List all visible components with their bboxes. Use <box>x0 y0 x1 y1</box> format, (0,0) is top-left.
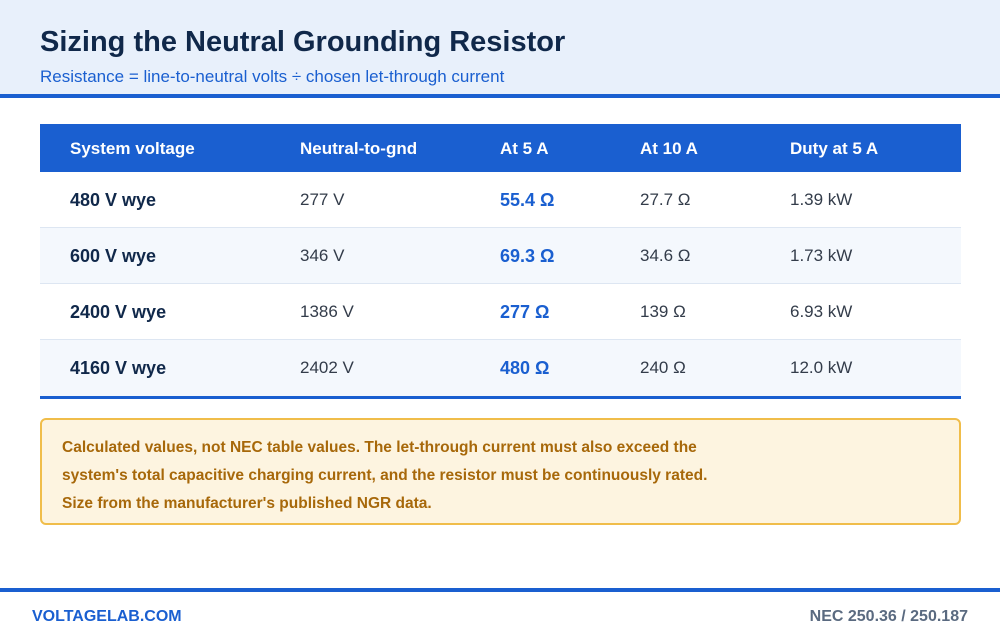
cell-duty-at-5a: 1.39 kW <box>790 190 853 209</box>
column-header-system-voltage: System voltage <box>70 139 195 158</box>
cell-at-10a: 34.6 Ω <box>640 246 691 265</box>
column-header-at-10a: At 10 A <box>640 139 698 158</box>
cell-duty-at-5a: 1.73 kW <box>790 246 853 265</box>
cell-neutral-to-gnd: 1386 V <box>300 302 354 321</box>
caution-note: Calculated values, not NEC table values.… <box>40 418 961 525</box>
cell-neutral-to-gnd: 346 V <box>300 246 345 265</box>
resistor-sizing-table: System voltage Neutral-to-gnd At 5 A At … <box>40 124 961 399</box>
cell-at-5a: 55.4 Ω <box>500 190 555 210</box>
cell-at-5a: 277 Ω <box>500 302 550 322</box>
page-header: Sizing the Neutral Grounding Resistor Re… <box>0 0 1000 98</box>
cell-system-voltage: 4160 V wye <box>70 358 167 378</box>
cell-neutral-to-gnd: 277 V <box>300 190 345 209</box>
cell-system-voltage: 600 V wye <box>70 246 157 266</box>
cell-at-10a: 139 Ω <box>640 302 686 321</box>
table-row: 600 V wye 346 V 69.3 Ω 34.6 Ω 1.73 kW <box>40 228 961 284</box>
page-subtitle: Resistance = line-to-neutral volts ÷ cho… <box>40 67 505 86</box>
cell-duty-at-5a: 12.0 kW <box>790 358 853 377</box>
page-footer: VOLTAGELAB.COM NEC 250.36 / 250.187 <box>0 588 1000 640</box>
column-header-at-5a: At 5 A <box>500 139 549 158</box>
caution-note-text: Calculated values, not NEC table values.… <box>62 439 708 512</box>
table-header-row: System voltage Neutral-to-gnd At 5 A At … <box>40 124 961 172</box>
table-row: 2400 V wye 1386 V 277 Ω 139 Ω 6.93 kW <box>40 284 961 340</box>
cell-system-voltage: 2400 V wye <box>70 302 167 322</box>
footer-code-reference: NEC 250.36 / 250.187 <box>809 608 968 625</box>
table-row: 480 V wye 277 V 55.4 Ω 27.7 Ω 1.39 kW <box>40 172 961 228</box>
cell-neutral-to-gnd: 2402 V <box>300 358 354 377</box>
page-title: Sizing the Neutral Grounding Resistor <box>40 26 566 58</box>
column-header-neutral-to-gnd: Neutral-to-gnd <box>300 139 418 158</box>
cell-at-10a: 27.7 Ω <box>640 190 691 209</box>
cell-at-5a: 480 Ω <box>500 358 550 378</box>
cell-at-5a: 69.3 Ω <box>500 246 555 266</box>
cell-duty-at-5a: 6.93 kW <box>790 302 853 321</box>
table-row: 4160 V wye 2402 V 480 Ω 240 Ω 12.0 kW <box>40 340 961 396</box>
column-header-duty-at-5a: Duty at 5 A <box>790 139 879 158</box>
footer-brand[interactable]: VOLTAGELAB.COM <box>32 608 182 625</box>
cell-at-10a: 240 Ω <box>640 358 686 377</box>
cell-system-voltage: 480 V wye <box>70 190 157 210</box>
